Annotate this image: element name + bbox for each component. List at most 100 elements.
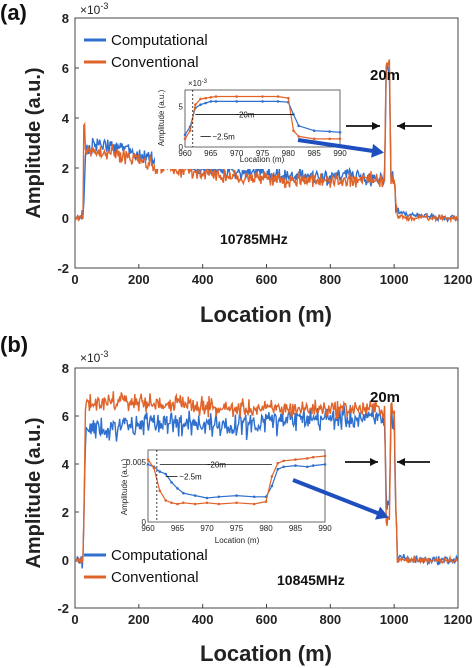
inset-x-axis-label: Location (m): [215, 536, 260, 545]
inset-x-axis-label: Location (m): [240, 155, 285, 164]
inset-span-label: ~20m: [234, 110, 255, 119]
inset-series-point: [292, 129, 295, 133]
inset-series-point: [311, 464, 315, 467]
y-tick-label: 4: [62, 457, 70, 472]
inset-x-tick-label: 980: [282, 149, 296, 158]
y-tick-label: 2: [62, 505, 69, 520]
inset-y-axis-label: Amplitude (a.u.): [120, 458, 129, 515]
inset-series-point: [235, 100, 238, 103]
inset-series-point: [276, 100, 280, 103]
inset-x-tick-label: 960: [178, 149, 192, 158]
inset-series-point: [194, 103, 197, 106]
inset-series-point: [323, 463, 327, 466]
inset-series-point: [261, 95, 264, 98]
annotation-width-label: 20m: [370, 389, 400, 406]
x-tick-label: 800: [319, 272, 341, 287]
x-tick-label: 400: [192, 272, 214, 287]
frequency-label: 10845MHz: [277, 572, 345, 588]
inset-series-point: [270, 475, 274, 478]
y-tick-label: 6: [62, 61, 69, 76]
y-exponent-label: ×10-3: [80, 1, 108, 17]
x-axis-label: Location (m): [200, 641, 332, 666]
inset-series-point: [164, 499, 167, 502]
inset-series-point: [252, 502, 256, 506]
inset-chart: 960 965 970 975 980 985 990 0 0.005 Location (m) A…: [118, 444, 332, 545]
inset-series-point: [270, 484, 274, 488]
y-tick-label: 6: [62, 409, 69, 424]
inset-chart: 960 965 970 975 980 985 990 0 5 Location (m) Ampli…: [155, 79, 347, 169]
inset-series-point: [282, 459, 286, 463]
inset-series-point: [183, 137, 187, 141]
right-width-arrow-head: [397, 458, 405, 466]
callout-arrow: [297, 138, 381, 154]
inset-series-point: [252, 495, 256, 499]
x-tick-label: 200: [128, 272, 150, 287]
inset-y-exponent-label: ×10-3: [188, 79, 208, 88]
inset-series-point: [294, 458, 297, 461]
inset-series-point: [209, 100, 213, 103]
inset-series-point: [209, 96, 213, 99]
inset-series-point: [193, 502, 197, 506]
y-tick-label: 4: [62, 111, 70, 126]
x-tick-label: 1200: [444, 612, 473, 627]
inset-span-label: ~20m: [206, 460, 227, 469]
inset-x-tick-label: 990: [318, 524, 332, 533]
inset-series-point: [294, 464, 297, 467]
inset-series-point: [214, 100, 218, 103]
inset-x-tick-label: 985: [307, 149, 321, 158]
callout-arrow: [292, 478, 386, 518]
inset-series-point: [146, 463, 150, 466]
inset-series-point: [312, 129, 316, 133]
y-tick-label: 0: [62, 553, 69, 568]
panel-label: (a): [0, 0, 27, 25]
inset-series-line-computational: [184, 100, 341, 136]
y-axis-label: Amplitude (a.u.): [23, 417, 45, 568]
inset-series-point: [205, 501, 209, 505]
inset-series-point: [183, 133, 187, 137]
inset-series-point: [217, 502, 221, 506]
inset-series-point: [204, 101, 207, 105]
left-width-arrow-head: [372, 122, 380, 130]
inset-series-point: [312, 137, 316, 141]
y-tick-label: -2: [57, 601, 69, 616]
x-tick-label: 1000: [380, 272, 409, 287]
inset-y-axis-label: Amplitude (a.u.): [157, 89, 166, 146]
inset-series-point: [287, 96, 290, 100]
frequency-label: 10785MHz: [220, 231, 288, 247]
x-tick-label: 600: [256, 272, 278, 287]
inset-series-point: [217, 495, 221, 499]
inset-x-tick-label: 970: [200, 524, 214, 533]
inset-series-point: [338, 137, 342, 141]
inset-series-point: [205, 496, 209, 500]
x-tick-label: 0: [71, 612, 78, 627]
inset-series-point: [338, 131, 342, 134]
x-tick-label: 400: [192, 612, 214, 627]
x-tick-label: 1200: [444, 272, 473, 287]
legend-entry-conventional: Conventional: [111, 569, 199, 586]
inset-series-point: [176, 487, 179, 490]
x-tick-label: 200: [128, 612, 150, 627]
inset-series-point: [182, 501, 185, 505]
inset-x-tick-label: 965: [204, 149, 218, 158]
inset-series-point: [158, 489, 162, 493]
y-tick-label: 8: [62, 361, 69, 376]
inset-series-point: [204, 96, 207, 100]
inset-x-tick-label: 975: [230, 524, 244, 533]
left-width-arrow-head: [370, 458, 378, 466]
annotation-width-label: 20m: [370, 67, 400, 84]
inset-small-label: ~2.5m: [212, 132, 235, 141]
legend-entry-conventional: Conventional: [111, 54, 199, 71]
legend-entry-computational: Computational: [111, 32, 208, 49]
x-tick-label: 0: [71, 272, 78, 287]
inset-series-point: [276, 467, 280, 471]
inset-small-label: ~2.5m: [179, 472, 202, 481]
y-tick-label: -2: [57, 261, 69, 276]
series-line-conventional: [75, 59, 458, 224]
inset-series-point: [311, 455, 315, 459]
right-width-arrow-head: [397, 122, 405, 130]
inset-series-point: [276, 461, 280, 465]
inset-series-point: [199, 97, 202, 101]
y-exponent-power: -3: [100, 349, 108, 359]
inset-series-point: [152, 466, 156, 470]
